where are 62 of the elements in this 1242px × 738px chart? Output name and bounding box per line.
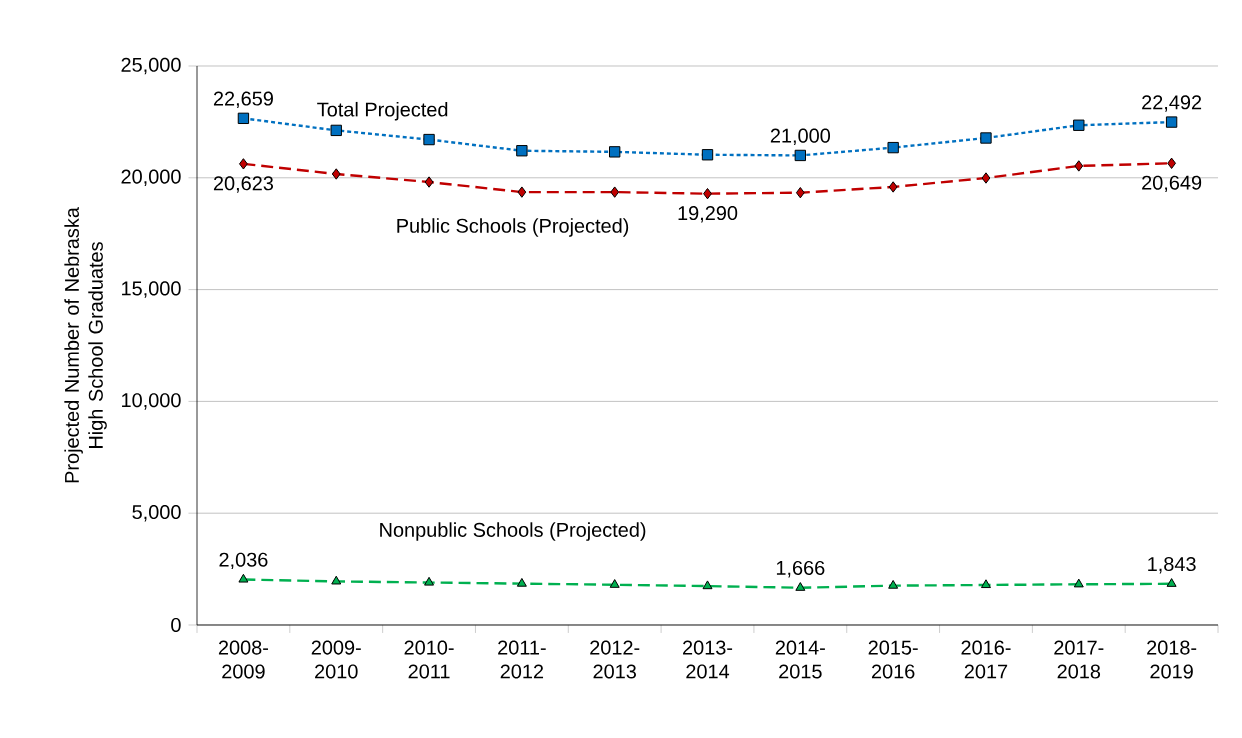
point (609, 579, 620, 588)
point (330, 124, 342, 137)
data-label: 1,843 (1148, 556, 1196, 574)
point (981, 172, 991, 184)
point (424, 576, 435, 586)
point (702, 580, 713, 590)
point (980, 579, 991, 589)
x-tick-label: 2016-2017 (961, 640, 1011, 679)
point (887, 141, 899, 154)
point (980, 132, 992, 144)
x-tick-label: 2015-2016 (868, 640, 918, 679)
point (331, 575, 342, 585)
x-tick-label: 2011-2012 (498, 640, 546, 679)
point (795, 582, 806, 591)
y-tick-label: 10,000 (122, 393, 181, 410)
data-label: 1,666 (776, 560, 825, 578)
point (1073, 578, 1084, 588)
point (239, 158, 248, 170)
data-label: 20,649 (1142, 175, 1202, 193)
point (1165, 116, 1178, 128)
point (516, 145, 528, 157)
x-tick-label: 2014-2015 (775, 640, 825, 679)
data-label: 22,659 (213, 91, 273, 108)
point (701, 149, 714, 161)
point (423, 133, 435, 146)
point (609, 146, 621, 158)
y-tick-label: 25,000 (121, 57, 181, 75)
x-tick-label: 2008-2009 (218, 640, 268, 679)
y-tick-label: 5,000 (132, 504, 181, 522)
point (794, 149, 807, 162)
y-tick-label: 20,000 (121, 169, 181, 187)
data-label: 19,290 (678, 206, 738, 223)
point (888, 181, 898, 193)
point (1074, 160, 1084, 172)
point (331, 168, 341, 180)
point (1073, 119, 1085, 131)
point (237, 112, 250, 125)
point (516, 577, 527, 587)
text: Nonpublic Schools (Projected) (380, 522, 646, 541)
x-tick-label: 2013-2014 (683, 640, 733, 679)
point (238, 573, 249, 583)
point (610, 186, 620, 198)
x-tick-label: 2017-2018 (1054, 640, 1104, 679)
series-label: Total Projected (317, 101, 448, 121)
data-label: 21,000 (770, 128, 831, 146)
data-label: 20,623 (213, 176, 274, 193)
y-tick-label: 15,000 (122, 281, 181, 298)
y-tick-label: 0 (171, 617, 181, 633)
point (424, 176, 434, 188)
data-label: 2,036 (219, 552, 268, 570)
series-label: Public Schools (Projected) (397, 218, 629, 237)
x-tick-label: 2012-2013 (590, 640, 640, 679)
x-tick-label: 2009-2010 (311, 640, 361, 679)
point (795, 187, 805, 199)
point (888, 579, 899, 589)
x-tick-label: 2010-2011 (404, 640, 454, 679)
point (1166, 578, 1177, 587)
data-label: 22,492 (1142, 95, 1202, 112)
y-axis-title: Projected Number of Nebraska High School Graduates (64, 207, 107, 483)
point (517, 186, 527, 198)
x-tick-label: 2018-2019 (1147, 640, 1197, 679)
point (1167, 157, 1176, 169)
